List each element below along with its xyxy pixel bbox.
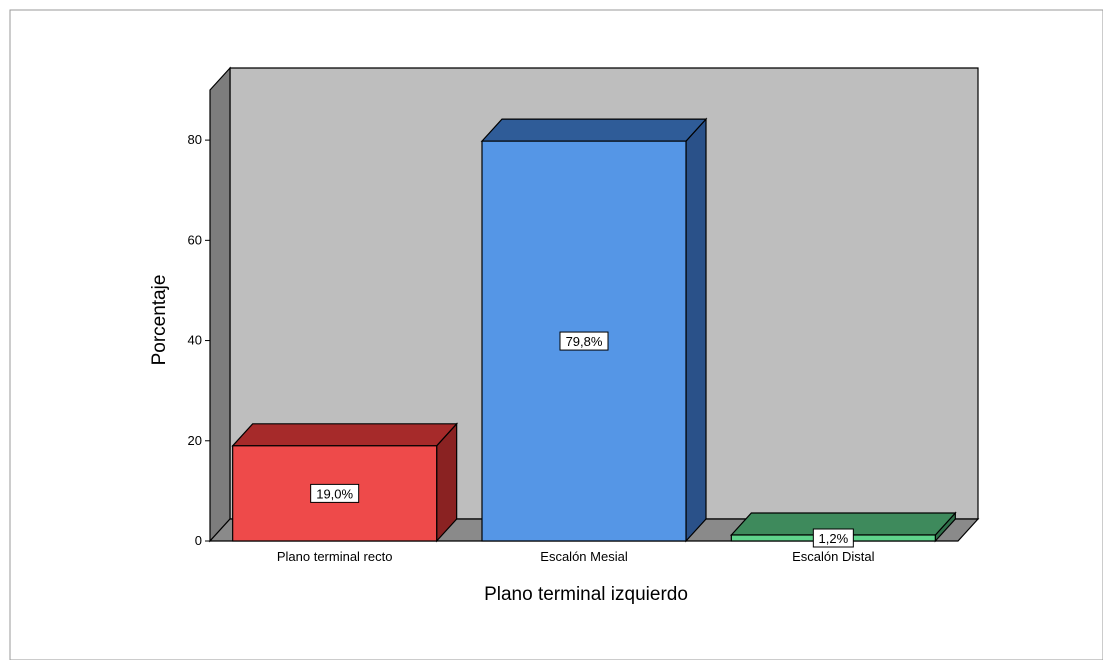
y-tick-label: 60 [188,232,202,247]
left-wall [209,66,231,543]
bar-side [685,117,707,543]
x-tick-label: Escalón Distal [792,549,874,564]
bar-group: 19,0% [231,422,459,543]
x-tick-label: Escalón Mesial [540,549,628,564]
bar-group: 1,2% [729,511,957,548]
bar-top [231,423,459,447]
bar-top [480,118,708,142]
y-tick-label: 40 [188,333,202,348]
bar-value-label-box [812,528,854,548]
y-tick-label: 80 [188,132,202,147]
x-tick-label: Plano terminal recto [277,549,393,564]
y-tick-label: 0 [195,533,202,548]
y-axis-title: Porcentaje [149,275,170,366]
bar-value-label: 1,2% [819,531,849,546]
bar-value-label-box [310,483,360,503]
y-tick-label: 20 [188,433,202,448]
x-axis-title: Plano terminal izquierdo [484,584,688,605]
bar-group: 79,8% [480,117,708,543]
bar-value-label: 19,0% [316,486,353,501]
bar-value-label-box [559,331,609,351]
bar-value-label: 79,8% [566,334,603,349]
